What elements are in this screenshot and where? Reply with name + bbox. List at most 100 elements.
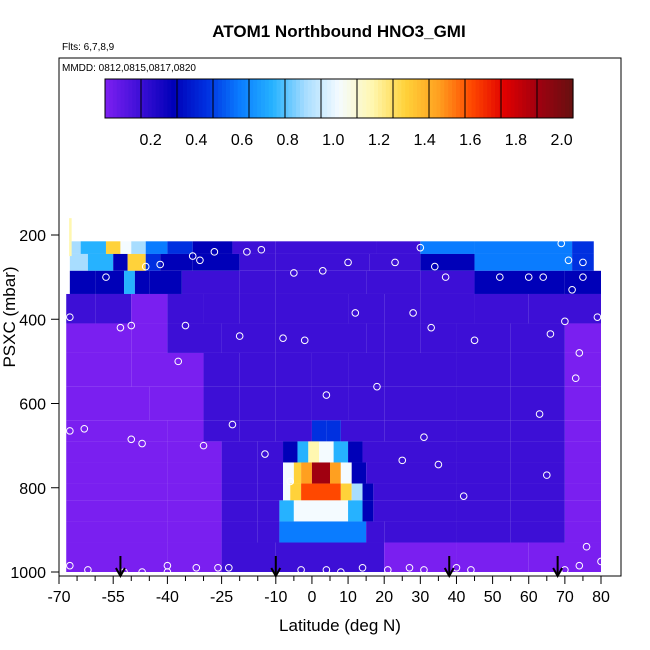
heat-cell (384, 323, 421, 353)
heat-cell (510, 483, 565, 501)
heat-cell (564, 500, 601, 522)
colorbar-swatch (186, 79, 192, 118)
colorbar-swatch (225, 79, 231, 118)
observation-point (318, 267, 327, 275)
x-tick-label: -70 (47, 589, 70, 606)
observation-point (539, 273, 547, 281)
observation-point (467, 566, 475, 574)
flights-annotation: Flts: 6,7,8,9 (62, 42, 115, 53)
heat-cell (131, 323, 168, 353)
colorbar-swatch (237, 79, 243, 118)
colorbar-swatch (526, 79, 531, 118)
colorbar-swatch (483, 79, 488, 118)
heat-cell (510, 521, 565, 543)
colorbar-swatch (261, 79, 266, 118)
heat-cell (69, 270, 96, 294)
heat-cell (66, 352, 132, 387)
heat-cell (351, 483, 363, 501)
colorbar-swatch (420, 79, 426, 118)
observation-point (496, 273, 504, 281)
heat-cell (221, 542, 276, 572)
observation-point (196, 256, 204, 265)
colorbar-swatch (495, 79, 500, 118)
heat-cell (456, 386, 511, 421)
colorbar-swatch (292, 79, 297, 118)
observation-point (597, 557, 605, 566)
x-tick-label: 40 (448, 589, 466, 606)
heat-cell (510, 462, 565, 484)
heat-cell (283, 462, 294, 484)
colorbar-tick-label: 1.0 (322, 132, 344, 149)
observation-point (575, 561, 584, 570)
heat-cell (348, 500, 363, 522)
colorbar-swatch (389, 79, 395, 118)
heat-cell (66, 542, 168, 572)
colorbar-swatch (268, 79, 274, 118)
observation-point (243, 248, 251, 256)
heat-cell (275, 323, 330, 353)
heat-cell (221, 323, 276, 353)
x-tick-label: 30 (411, 589, 429, 606)
colorbar-swatch (276, 79, 282, 118)
y-tick-label: 1000 (10, 565, 46, 582)
heat-cell (167, 293, 204, 324)
heat-cell (167, 542, 222, 572)
x-tick-label: 80 (592, 589, 610, 606)
observation-point (66, 561, 74, 570)
colorbar-swatch (315, 79, 321, 118)
heat-cell (420, 323, 457, 353)
colorbar-swatch (159, 79, 165, 118)
colorbar-swatch (241, 79, 246, 118)
heat-cell (69, 253, 88, 271)
heat-cell (203, 352, 240, 387)
y-tick-label: 200 (19, 228, 46, 245)
heat-cell (474, 270, 565, 294)
colorbar-swatch (112, 79, 118, 118)
heat-cell (221, 441, 258, 463)
colorbar-swatch (557, 79, 562, 118)
heat-cell (167, 462, 222, 484)
heat-cell (420, 270, 475, 294)
colorbar-swatch (549, 79, 555, 118)
observation-point (571, 374, 580, 383)
colorbar-swatch (534, 79, 539, 118)
observation-point (188, 252, 197, 260)
heat-cell (192, 253, 240, 271)
chart-title: ATOM1 Northbound HNO3_GMI (212, 22, 465, 41)
observation-point (358, 563, 367, 572)
observation-point (593, 313, 602, 321)
x-tick-label: 60 (520, 589, 538, 606)
colorbar: 0.2 0.4 0.6 0.8 1.0 1.2 1.4 1.6 1.8 2.0 (104, 78, 574, 149)
heat-cell (348, 352, 385, 387)
heat-cell (420, 241, 475, 254)
colorbar-swatch (428, 79, 434, 118)
colorbar-swatch (479, 79, 484, 118)
observation-point (524, 273, 533, 281)
observation-point (434, 460, 443, 469)
heat-cell (127, 253, 146, 271)
colorbar-swatch (155, 79, 161, 118)
heat-cell (95, 270, 125, 294)
colorbar-swatch (569, 79, 574, 118)
colorbar-swatch (214, 79, 219, 118)
colorbar-swatch (311, 79, 317, 118)
colorbar-swatch (401, 79, 406, 118)
heat-cell (510, 352, 565, 387)
colorbar-swatch (413, 79, 418, 118)
observation-point (582, 542, 591, 551)
heat-cell (572, 241, 594, 254)
heat-cell (124, 270, 135, 294)
observation-point (322, 566, 331, 574)
colorbar-swatch (506, 79, 512, 118)
heat-cell (366, 270, 421, 294)
heat-cell (239, 270, 276, 294)
colorbar-tick-label: 0.4 (185, 132, 207, 149)
heat-cell (564, 420, 601, 442)
colorbar-swatch (124, 79, 129, 118)
observation-point (416, 243, 425, 252)
heat-cell (373, 500, 457, 522)
colorbar-swatch (487, 79, 492, 118)
colorbar-swatch (198, 79, 204, 118)
heat-cell (510, 441, 565, 463)
y-axis-label: PSXC (mbar) (0, 266, 19, 367)
